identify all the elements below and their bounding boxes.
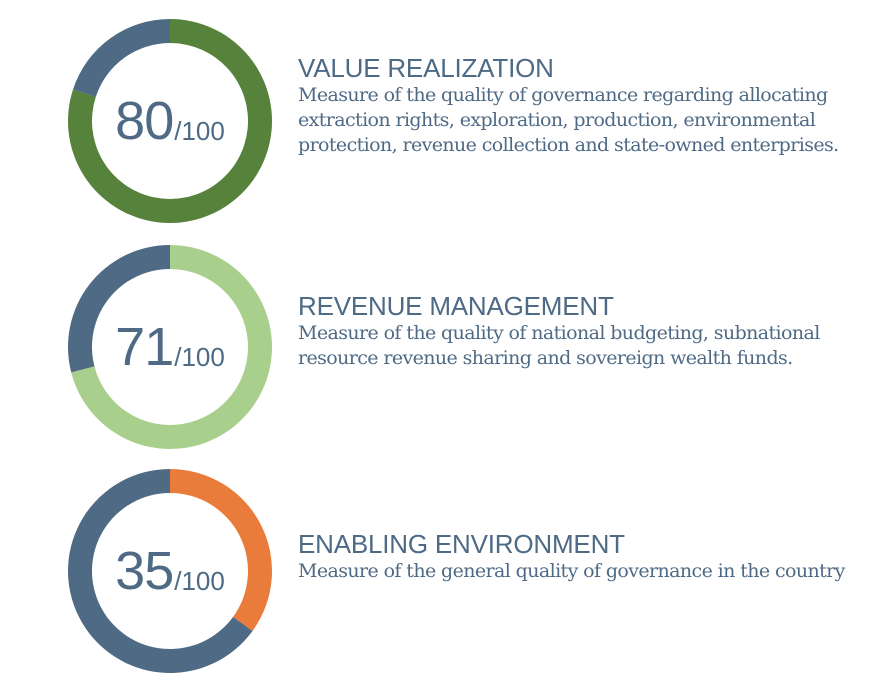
score-label: 35 /100: [68, 469, 272, 673]
score-total: /100: [174, 566, 225, 596]
remainder-segment: [68, 245, 170, 373]
score-value: 80: [115, 91, 174, 151]
score-value: 35: [115, 541, 174, 601]
donut-svg: [68, 245, 272, 449]
score-total: /100: [174, 116, 225, 146]
metric-description: Measure of the quality of governance reg…: [298, 84, 839, 156]
score-donut-chart: 35 /100: [68, 469, 272, 673]
score-value: 71: [115, 317, 174, 377]
donut-svg: [68, 19, 272, 223]
metric-text: REVENUE MANAGEMENT Measure of the qualit…: [298, 291, 858, 371]
metric-title: REVENUE MANAGEMENT: [298, 291, 614, 321]
score-donut-chart: 71 /100: [68, 245, 272, 449]
score-segment: [170, 469, 272, 631]
metric-text: VALUE REALIZATION Measure of the quality…: [298, 53, 858, 158]
score-label: 80 /100: [68, 19, 272, 223]
metric-description: Measure of the quality of national budge…: [298, 322, 820, 369]
remainder-segment: [72, 19, 170, 97]
metric-title: VALUE REALIZATION: [298, 53, 554, 83]
donut-svg: [68, 469, 272, 673]
score-donut-chart: 80 /100: [68, 19, 272, 223]
score-total: /100: [174, 342, 225, 372]
metric-title: ENABLING ENVIRONMENT: [298, 529, 625, 559]
metric-description: Measure of the general quality of govern…: [298, 560, 845, 582]
metric-text: ENABLING ENVIRONMENT Measure of the gene…: [298, 529, 858, 584]
score-label: 71 /100: [68, 245, 272, 449]
